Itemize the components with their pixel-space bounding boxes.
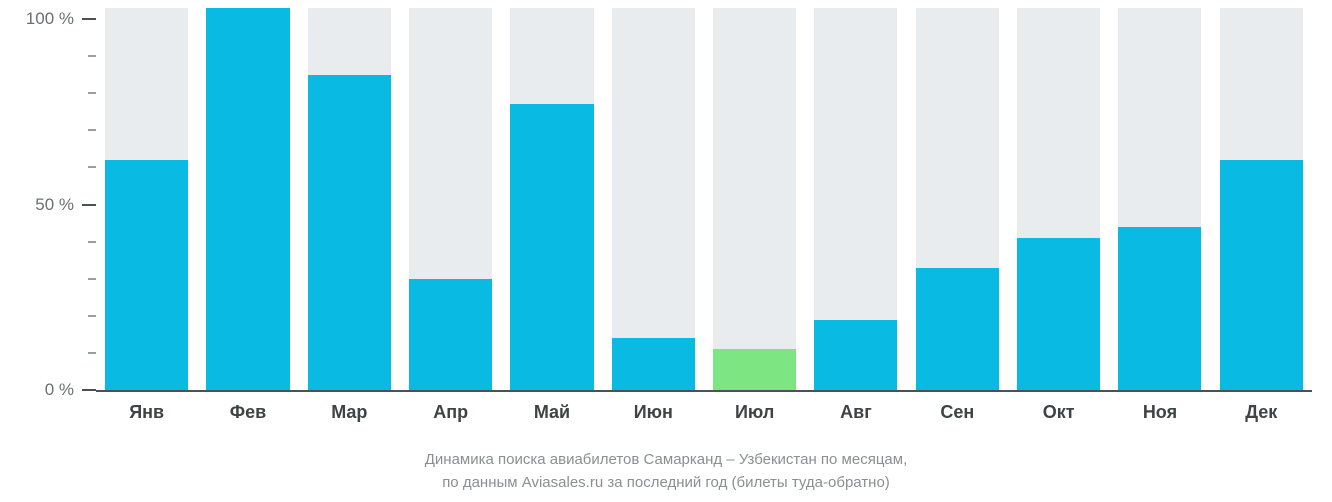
bar bbox=[814, 320, 897, 390]
bar bbox=[612, 338, 695, 390]
bars-container bbox=[96, 8, 1312, 390]
bar bbox=[916, 268, 999, 390]
x-tick-label: Апр bbox=[400, 402, 501, 423]
plot-area: ЯнвФевМарАпрМайИюнИюлАвгСенОктНояДек bbox=[96, 0, 1312, 443]
y-minor-tick bbox=[88, 166, 96, 168]
x-tick-label: Июл bbox=[704, 402, 805, 423]
bar bbox=[105, 160, 188, 390]
caption-line-1: Динамика поиска авиабилетов Самарканд – … bbox=[425, 451, 908, 468]
bar bbox=[1220, 160, 1303, 390]
bar-background bbox=[713, 8, 796, 390]
bar-slot bbox=[299, 8, 400, 390]
bar-chart: 0 % 50 % 100 % ЯнвФевМарАпрМайИюнИюлАвгСен… bbox=[0, 0, 1332, 502]
bar bbox=[206, 8, 289, 390]
bar-background bbox=[612, 8, 695, 390]
bar bbox=[1118, 227, 1201, 390]
y-tick-label: 50 % bbox=[35, 195, 74, 215]
chart-caption: Динамика поиска авиабилетов Самарканд – … bbox=[0, 443, 1332, 502]
x-tick-label: Фев bbox=[197, 402, 298, 423]
y-minor-tick bbox=[88, 55, 96, 57]
y-axis: 0 % 50 % 100 % bbox=[0, 0, 96, 443]
x-tick-label: Авг bbox=[805, 402, 906, 423]
x-tick-label: Май bbox=[501, 402, 602, 423]
x-axis-baseline bbox=[96, 390, 1312, 392]
y-minor-tick bbox=[88, 241, 96, 243]
y-minor-tick bbox=[88, 352, 96, 354]
bar-slot bbox=[1109, 8, 1210, 390]
bar-slot bbox=[603, 8, 704, 390]
y-minor-tick bbox=[88, 92, 96, 94]
y-tick-mark bbox=[82, 389, 96, 391]
bar bbox=[713, 349, 796, 390]
plot-row: 0 % 50 % 100 % ЯнвФевМарАпрМайИюнИюлАвгСен… bbox=[0, 0, 1332, 443]
bar-slot bbox=[805, 8, 906, 390]
x-tick-label: Окт bbox=[1008, 402, 1109, 423]
x-tick-label: Ноя bbox=[1109, 402, 1210, 423]
bar bbox=[1017, 238, 1100, 390]
x-tick-label: Сен bbox=[907, 402, 1008, 423]
bar-slot bbox=[1211, 8, 1312, 390]
x-tick-label: Мар bbox=[299, 402, 400, 423]
bar bbox=[308, 75, 391, 390]
bar-slot bbox=[96, 8, 197, 390]
bar-slot bbox=[197, 8, 298, 390]
x-axis-labels: ЯнвФевМарАпрМайИюнИюлАвгСенОктНояДек bbox=[96, 402, 1312, 423]
bar bbox=[510, 104, 593, 390]
bar-slot bbox=[501, 8, 602, 390]
bar-slot bbox=[1008, 8, 1109, 390]
y-tick-mark bbox=[82, 204, 96, 206]
y-minor-tick bbox=[88, 315, 96, 317]
bar bbox=[409, 279, 492, 390]
x-tick-label: Янв bbox=[96, 402, 197, 423]
y-minor-tick bbox=[88, 278, 96, 280]
y-minor-tick bbox=[88, 129, 96, 131]
y-tick-label: 0 % bbox=[45, 380, 74, 400]
bar-slot bbox=[400, 8, 501, 390]
caption-line-2: по данным Aviasales.ru за последний год … bbox=[442, 474, 890, 491]
y-tick-mark bbox=[82, 18, 96, 20]
y-tick-label: 100 % bbox=[26, 9, 74, 29]
bar-slot bbox=[704, 8, 805, 390]
x-tick-label: Дек bbox=[1211, 402, 1312, 423]
x-tick-label: Июн bbox=[603, 402, 704, 423]
bar-slot bbox=[907, 8, 1008, 390]
